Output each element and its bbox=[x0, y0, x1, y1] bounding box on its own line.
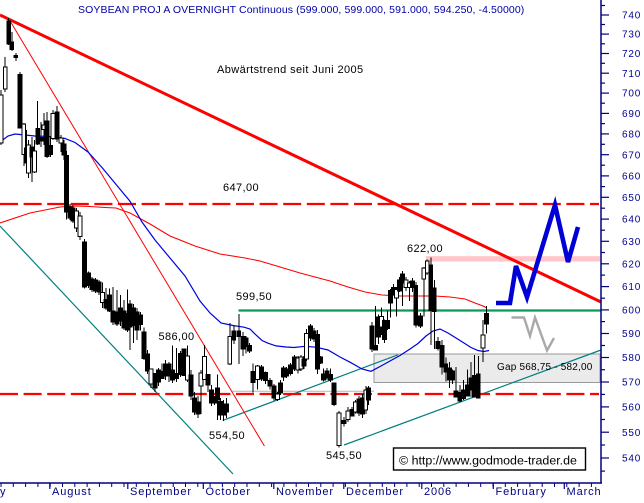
svg-text:647,00: 647,00 bbox=[223, 182, 259, 194]
svg-text:622,00: 622,00 bbox=[407, 243, 443, 255]
svg-text:630: 630 bbox=[622, 237, 641, 248]
svg-text:September: September bbox=[130, 486, 192, 498]
svg-text:Abwärtstrend seit Juni 2005: Abwärtstrend seit Juni 2005 bbox=[217, 64, 364, 76]
svg-text:y: y bbox=[0, 486, 6, 498]
svg-text:740: 740 bbox=[622, 11, 641, 22]
svg-text:700: 700 bbox=[622, 89, 641, 100]
svg-text:December: December bbox=[346, 486, 404, 498]
svg-text:Gap 568,75 - 582,00: Gap 568,75 - 582,00 bbox=[497, 362, 593, 373]
svg-text:580: 580 bbox=[622, 353, 641, 364]
svg-text:2006: 2006 bbox=[424, 486, 452, 498]
svg-text:710: 710 bbox=[622, 69, 641, 80]
svg-text:February: February bbox=[496, 486, 547, 498]
svg-text:640: 640 bbox=[622, 215, 641, 226]
svg-text:720: 720 bbox=[622, 49, 641, 60]
svg-text:October: October bbox=[206, 486, 251, 498]
svg-text:670: 670 bbox=[622, 150, 641, 161]
svg-text:© http://www.godmode-trader.de: © http://www.godmode-trader.de bbox=[399, 454, 577, 468]
svg-text:November: November bbox=[276, 486, 334, 498]
svg-text:730: 730 bbox=[622, 30, 641, 41]
svg-text:550: 550 bbox=[622, 428, 641, 439]
svg-text:545,50: 545,50 bbox=[326, 450, 362, 462]
svg-text:March: March bbox=[567, 486, 602, 498]
svg-text:620: 620 bbox=[622, 259, 641, 270]
svg-text:600: 600 bbox=[622, 306, 641, 317]
svg-text:660: 660 bbox=[622, 172, 641, 183]
svg-text:570: 570 bbox=[622, 378, 641, 389]
svg-text:August: August bbox=[52, 486, 92, 498]
svg-text:680: 680 bbox=[622, 130, 641, 141]
svg-text:554,50: 554,50 bbox=[209, 430, 245, 442]
svg-text:690: 690 bbox=[622, 109, 641, 120]
svg-text:599,50: 599,50 bbox=[236, 291, 272, 303]
svg-text:540: 540 bbox=[622, 454, 641, 465]
svg-text:586,00: 586,00 bbox=[159, 331, 195, 343]
svg-text:SOYBEAN PROJ A OVERNIGHT Conti: SOYBEAN PROJ A OVERNIGHT Continuous (599… bbox=[78, 4, 524, 16]
svg-text:590: 590 bbox=[622, 329, 641, 340]
svg-text:610: 610 bbox=[622, 282, 641, 293]
svg-text:650: 650 bbox=[622, 193, 641, 204]
svg-text:560: 560 bbox=[622, 403, 641, 414]
